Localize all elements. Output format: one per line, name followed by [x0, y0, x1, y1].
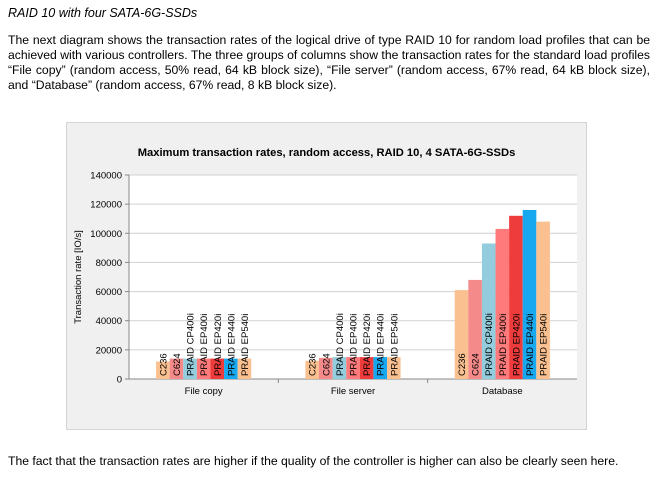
bar: [169, 358, 184, 379]
bar-data-label: PRAID CP400i: [186, 313, 197, 376]
bar-data-label: C236: [308, 353, 319, 376]
bar-data-label: PRAID EP540i: [240, 314, 251, 376]
intro-paragraph: The next diagram shows the transaction r…: [8, 33, 650, 92]
bar: [210, 358, 225, 379]
bar-data-label: C624: [321, 353, 332, 376]
bar: [481, 243, 496, 379]
bar: [224, 358, 238, 379]
bar-data-label: PRAID EP440i: [226, 314, 237, 376]
x-category-label: Database: [482, 386, 523, 397]
y-tick-label: 40000: [96, 316, 122, 327]
bar-chart: 0 20000 40000 60000 80000 100000 120000 140000 T…: [73, 171, 577, 397]
bar-data-label: C236: [158, 353, 169, 376]
bar-data-label: C236: [457, 353, 468, 376]
bar: [156, 361, 170, 379]
bar: [332, 357, 347, 379]
bar-data-label: PRAID EP540i: [539, 314, 550, 376]
x-category-label: File server: [331, 386, 375, 397]
bar: [373, 357, 387, 379]
bar: [196, 358, 211, 379]
bar-data-label: PRAID EP420i: [362, 314, 373, 376]
y-tick-label: 80000: [96, 258, 122, 269]
chart-figure: Maximum transaction rates, random access…: [66, 122, 587, 430]
bar-data-label: PRAID EP540i: [389, 314, 400, 376]
section-heading: RAID 10 with four SATA-6G-SSDs: [8, 6, 198, 20]
bar-data-label: PRAID EP400i: [349, 314, 360, 376]
bar: [319, 357, 333, 379]
y-tick-label: 140000: [90, 171, 122, 182]
bar: [522, 209, 537, 379]
bar-data-label: C624: [471, 353, 482, 376]
bar: [359, 357, 374, 379]
bar-data-label: PRAID EP440i: [525, 314, 536, 376]
bar-data-label: PRAID CP400i: [335, 313, 346, 376]
y-axis-title: Transaction rate [IO/s]: [73, 230, 84, 324]
y-tick-label: 100000: [90, 229, 122, 240]
bar-data-label: PRAID CP400i: [484, 313, 495, 376]
y-tick-label: 0: [117, 375, 122, 386]
footer-paragraph: The fact that the transaction rates are …: [8, 454, 619, 468]
bar: [237, 358, 252, 379]
bar-data-label: C624: [172, 353, 183, 376]
bar: [468, 279, 482, 379]
bar: [346, 357, 360, 379]
chart-title: Maximum transaction rates, random access…: [137, 147, 516, 159]
y-tick-label: 120000: [90, 200, 122, 211]
bar-data-label: PRAID EP440i: [376, 314, 387, 376]
bar: [536, 221, 550, 379]
bar-data-label: PRAID EP420i: [213, 314, 224, 376]
y-tick-label: 60000: [96, 287, 122, 298]
bar: [454, 290, 469, 379]
bar-data-label: PRAID EP400i: [199, 314, 210, 376]
bar: [305, 360, 319, 379]
bar-data-label: PRAID EP400i: [498, 314, 509, 376]
bar: [495, 228, 510, 379]
bar: [387, 357, 401, 379]
bar: [509, 215, 523, 379]
y-tick-label: 20000: [96, 345, 122, 356]
bar: [183, 358, 197, 379]
x-category-label: File copy: [185, 386, 223, 397]
bar-data-label: PRAID EP420i: [511, 314, 522, 376]
